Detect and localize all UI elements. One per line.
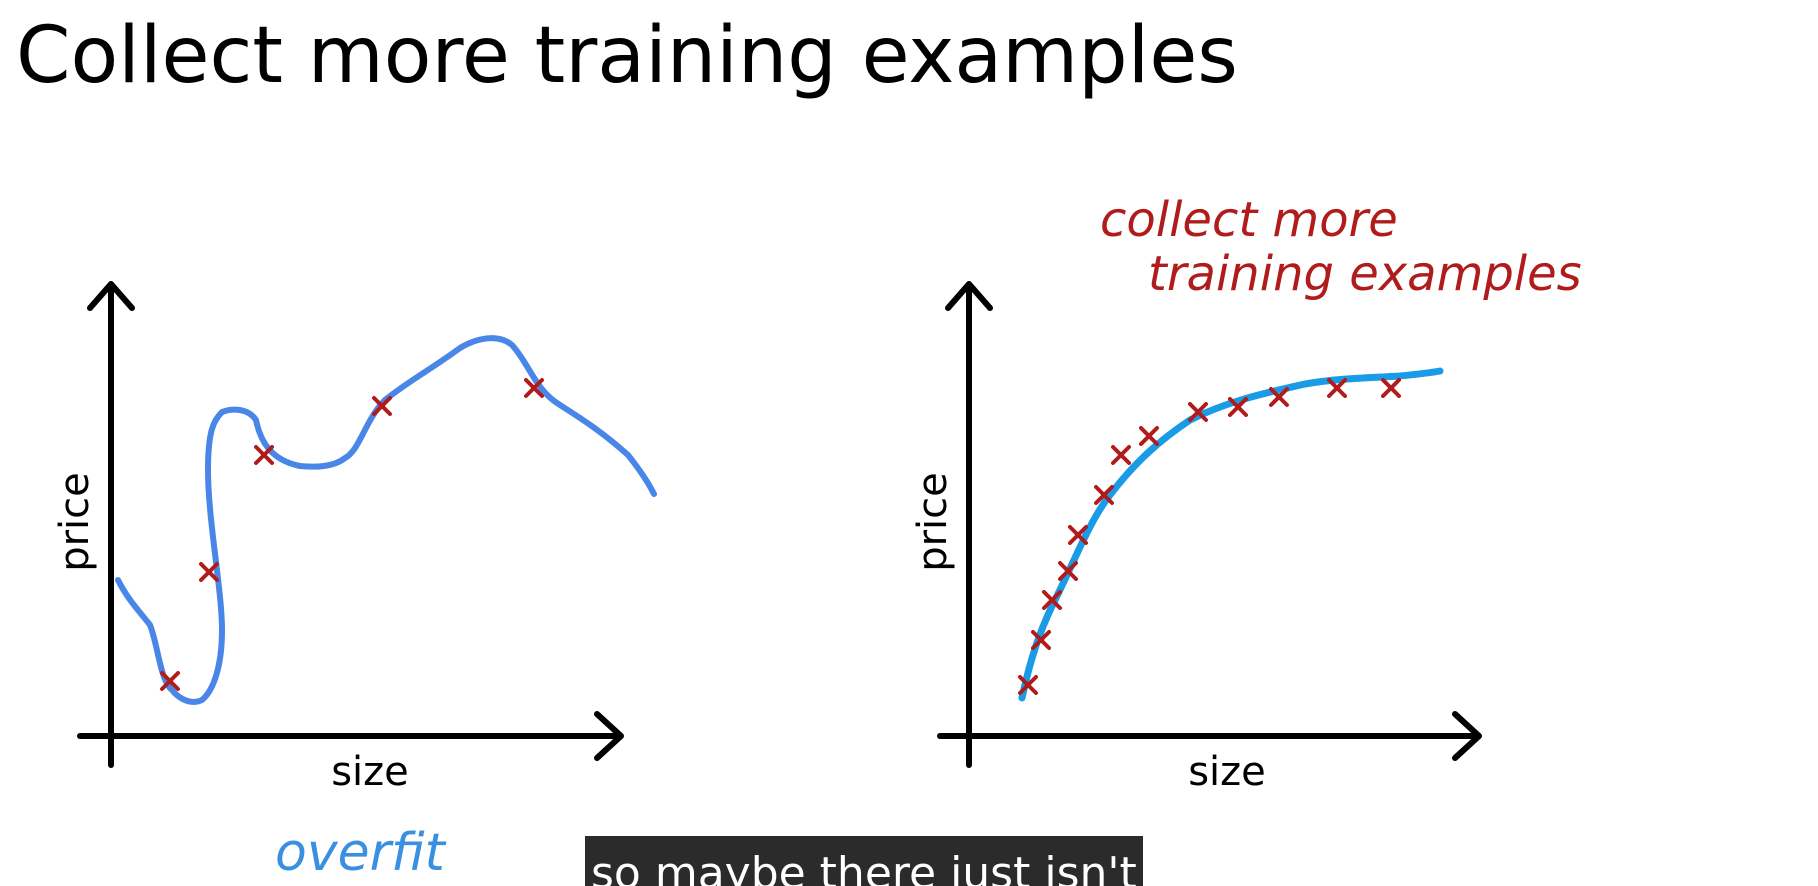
left-x-axis-label: size bbox=[331, 749, 409, 795]
right-y-axis bbox=[945, 281, 993, 768]
data-point-marker bbox=[160, 671, 180, 691]
data-point-marker bbox=[1042, 590, 1062, 610]
right-fit-curve bbox=[1018, 367, 1444, 702]
data-point-marker bbox=[1058, 561, 1078, 581]
left-y-axis-label: price bbox=[52, 472, 98, 572]
right-y-axis-label: price bbox=[910, 472, 956, 572]
data-point-marker bbox=[1228, 397, 1248, 417]
data-point-marker bbox=[1111, 445, 1131, 465]
data-point-marker bbox=[254, 445, 274, 465]
left-overfit-curve bbox=[115, 335, 657, 705]
overfit-annotation: overfit bbox=[275, 823, 447, 877]
left-data-markers bbox=[160, 378, 544, 691]
slide-title: Collect more training examples bbox=[16, 11, 1238, 101]
collect-more-annotation-line1: collect more bbox=[1100, 192, 1398, 248]
data-point-marker bbox=[1139, 426, 1159, 446]
collect-more-annotation-line2: training examples bbox=[1148, 246, 1582, 302]
data-point-marker bbox=[1068, 525, 1088, 545]
data-point-marker bbox=[524, 378, 544, 398]
data-point-marker bbox=[1327, 378, 1347, 398]
data-point-marker bbox=[1031, 630, 1051, 650]
right-data-markers bbox=[1018, 378, 1401, 695]
data-point-marker bbox=[372, 396, 392, 416]
video-caption: so maybe there just isn't bbox=[585, 836, 1143, 886]
data-point-marker bbox=[199, 562, 219, 582]
left-x-axis bbox=[77, 711, 624, 761]
data-point-marker bbox=[1094, 485, 1114, 505]
data-point-marker bbox=[1018, 675, 1038, 695]
right-x-axis-label: size bbox=[1188, 749, 1266, 795]
data-point-marker bbox=[1188, 402, 1208, 422]
data-point-marker bbox=[1381, 378, 1401, 398]
right-x-axis bbox=[937, 711, 1482, 761]
left-y-axis bbox=[87, 281, 135, 768]
data-point-marker bbox=[1269, 387, 1289, 407]
left-plot: price size overfit bbox=[52, 281, 657, 877]
right-plot: price size collect more training example… bbox=[910, 192, 1582, 795]
